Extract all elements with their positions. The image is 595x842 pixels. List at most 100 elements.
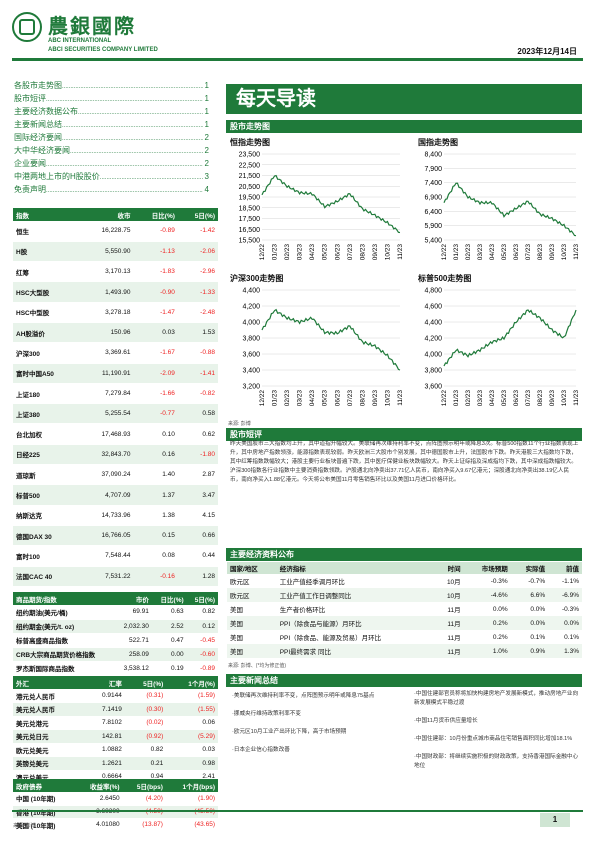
- table-cell: -0.3%: [490, 577, 508, 585]
- table-cell: (5.29): [166, 729, 218, 744]
- table-header-cell: 5日(%): [186, 592, 218, 605]
- x-tick-label: 05/23: [501, 244, 508, 261]
- table-cell: (1.90): [165, 792, 218, 806]
- table-cell: 2.52: [151, 619, 187, 634]
- toc-item[interactable]: 主要新闻总结 1: [14, 119, 209, 132]
- y-tick-label: 4,600: [424, 304, 442, 311]
- table-header-cell: 日比(%): [151, 592, 187, 605]
- toc-item[interactable]: 主要经济数据公布 1: [14, 106, 209, 119]
- table-row: 德国DAX 30 16,766.05 0.15 0.66: [13, 525, 218, 547]
- toc-item-page: 3: [204, 172, 209, 181]
- table-cell: 0.2%: [463, 616, 511, 630]
- table-cell: 3,278.18: [80, 302, 134, 323]
- y-tick-label: 4,000: [242, 320, 260, 327]
- charts-source: 来源: 彭博: [228, 421, 251, 427]
- x-tick-label: 03/23: [477, 390, 484, 407]
- toc-leader: [46, 158, 203, 171]
- y-tick-label: 3,200: [242, 384, 260, 391]
- toc-item[interactable]: 各股市走势图 1: [14, 80, 209, 93]
- toc-item[interactable]: 免责声明 4: [14, 184, 209, 197]
- table-cell: 3,369.61: [80, 342, 134, 364]
- x-tick-label: 01/23: [453, 244, 460, 261]
- table-cell: HSC中型股: [13, 302, 81, 323]
- table-cell: 0.06: [166, 716, 218, 730]
- table-header-cell: 1个月(%): [166, 676, 218, 689]
- table-row: 日经225 32,843.70 0.16 -1.80: [13, 444, 218, 466]
- news-list-international: ·美联储再次维持利率不变，点阵图预示明年或降息75基点 ·挪威央行维持政策利率不变…: [232, 692, 400, 764]
- toc-item[interactable]: 大中华经济要闻 2: [14, 145, 209, 158]
- table-row: 纽约期金(美元/t. oz) 2,032.30 2.52 0.12: [13, 619, 218, 634]
- table-row: 中国 (10年期) 2.6450 (4.20) (1.90): [13, 792, 218, 806]
- x-tick-label: 10/23: [561, 390, 568, 407]
- x-tick-label: 08/23: [359, 244, 366, 261]
- y-tick-label: 6,400: [424, 209, 442, 216]
- table-header-cell: 经济指标: [276, 562, 435, 574]
- toc-item[interactable]: 国际经济要闻 2: [14, 132, 209, 145]
- x-tick-label: 09/23: [549, 244, 556, 261]
- table-of-contents: 各股市走势图1股市短评1主要经济数据公布1主要新闻总结 1 国际经济要闻2大中华经济…: [14, 80, 209, 197]
- table-cell: 2.87: [177, 464, 218, 486]
- csi300-chart: 3,200 3,400 3,600 3,800 4,000 4,200 4,400 12/22…: [226, 284, 406, 416]
- table-cell: 2,032.30: [114, 619, 152, 634]
- toc-item[interactable]: 企业要闻 2: [14, 158, 209, 171]
- x-tick-label: 06/23: [334, 244, 341, 261]
- toc-item[interactable]: 股市短评 1: [14, 93, 209, 106]
- table-cell: 港元兑人民币: [13, 689, 85, 703]
- table-row: 法国CAC 40 7,531.22 -0.16 1.28: [13, 566, 218, 587]
- table-row: 纳斯达克 14,733.96 1.38 4.15: [13, 505, 218, 526]
- table-cell: -0.82: [177, 383, 218, 405]
- toc-item-label: 主要新闻总结: [14, 120, 62, 129]
- table-row: 罗杰斯国际商品指数 3,538.12 0.19 -0.89: [13, 661, 218, 676]
- news-item: ·中国住建部官员称将加快构建房地产发展新模式，推动房地产业向新发展模式平稳过渡: [414, 691, 579, 706]
- y-tick-label: 4,400: [424, 320, 442, 327]
- chart-title-csi300: 沪深300走势图: [230, 274, 284, 283]
- table-cell: 美国: [227, 616, 277, 630]
- table-header-cell: 商品期货/指数: [13, 592, 115, 605]
- table-cell: 1.37: [133, 484, 178, 506]
- table-header-cell: 5日(%): [124, 676, 167, 689]
- commodities-table: 商品期货/指数 市价 日比(%) 5日(%) 纽约期油(美元/桶) 69.91 0.63 0.…: [13, 592, 218, 676]
- table-header-cell: 日比(%): [133, 208, 178, 221]
- table-cell: 142.81: [84, 729, 125, 744]
- toc-item-label: 各股市走势图: [14, 81, 62, 90]
- y-tick-label: 4,800: [424, 288, 442, 295]
- company-name-en-full: ABCI SECURITIES COMPANY LIMITED: [48, 47, 158, 53]
- table-cell: 11月: [434, 616, 464, 630]
- toc-item-label: 股市短评: [14, 94, 46, 103]
- table-cell: 11月: [447, 607, 461, 614]
- table-cell: 0.19: [151, 661, 187, 676]
- table-cell: -1.42: [177, 221, 218, 242]
- x-tick-label: 04/23: [309, 390, 316, 407]
- x-tick-label: 05/23: [322, 390, 329, 407]
- company-name-cn: 農銀國際: [48, 14, 136, 38]
- table-row: HSC大型股 1,493.90 -0.90 -1.33: [13, 281, 218, 303]
- toc-item-page: 2: [204, 146, 209, 155]
- table-cell: 纽约期油(美元/桶): [13, 605, 115, 620]
- table-cell: 0.10: [133, 423, 178, 445]
- table-cell: 3,170.13: [80, 261, 134, 283]
- x-tick-label: 09/23: [549, 390, 556, 407]
- x-tick-label: 04/23: [489, 390, 496, 407]
- table-cell: (13.87): [122, 818, 166, 832]
- table-row: 美国 PPI最终需求 同比 11月 1.0% 0.9% 1.3%: [227, 644, 582, 658]
- table-cell: 德国DAX 30: [13, 525, 81, 547]
- table-cell: 美国 (10年期): [13, 818, 75, 832]
- table-cell: (4.20): [122, 792, 166, 806]
- toc-item-page: 1: [204, 120, 209, 129]
- toc-item-label: 大中华经济要闻: [14, 146, 70, 155]
- table-cell: 37,090.24: [80, 464, 134, 486]
- table-cell: 1.38: [133, 505, 178, 526]
- table-cell: 标普高盛商品指数: [13, 633, 115, 648]
- table-cell: 欧元区: [227, 588, 277, 602]
- table-cell: 0.0%: [548, 616, 582, 630]
- toc-item[interactable]: 中港两地上市的H股股价 3: [14, 171, 209, 184]
- table-header-cell: 5日(%): [177, 208, 218, 221]
- table-cell: 0.44: [177, 545, 218, 567]
- news-item: ·日本企业信心指数改善: [232, 747, 290, 753]
- table-cell: 522.71: [114, 633, 152, 648]
- x-tick-label: 07/23: [347, 244, 354, 261]
- table-cell: 5,255.54: [80, 403, 134, 425]
- table-cell: 2.6450: [74, 792, 123, 806]
- y-tick-label: 4,400: [242, 288, 260, 295]
- table-cell: 上证380: [13, 403, 81, 425]
